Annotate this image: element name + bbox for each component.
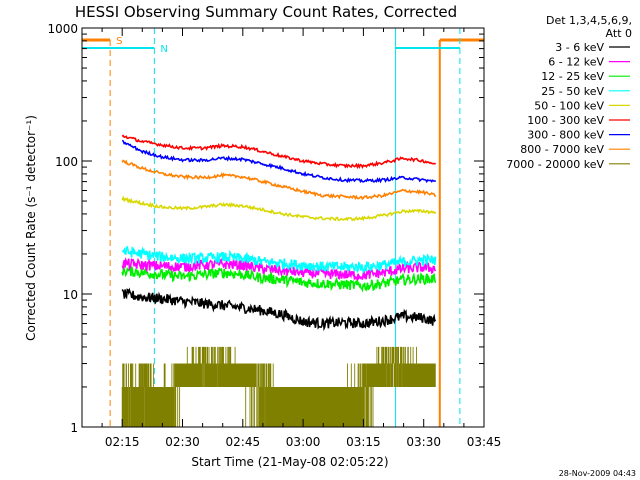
series-800-7000-kev: [121, 159, 437, 201]
x-tick-label: 02:15: [105, 435, 140, 449]
legend-label: 100 - 300 keV: [527, 114, 604, 127]
legend: Det 1,3,4,5,6,9, Att 0 3 - 6 keV 6 - 12 k…: [506, 14, 632, 171]
flag-n-label: N: [160, 44, 167, 55]
legend-entry: 12 - 25 keV: [541, 70, 630, 83]
chart-title: HESSI Observing Summary Count Rates, Cor…: [75, 3, 457, 21]
plot-area: SN: [82, 28, 484, 427]
x-tick-label: 03:00: [286, 435, 321, 449]
legend-entry: 50 - 100 keV: [534, 99, 630, 112]
legend-label: 12 - 25 keV: [541, 70, 604, 83]
x-tick-label: 03:15: [346, 435, 381, 449]
x-tick-label: 02:30: [165, 435, 200, 449]
series-3-6-kev: [121, 287, 437, 332]
legend-entry: 7000 - 20000 keV: [506, 158, 630, 171]
y-tick-label: 10: [63, 288, 78, 302]
legend-header-line-1: Det 1,3,4,5,6,9,: [546, 14, 632, 27]
legend-entry: 800 - 7000 keV: [520, 143, 630, 156]
series-25-50-kev: [121, 245, 437, 275]
legend-label: 7000 - 20000 keV: [506, 158, 604, 171]
series-12-25-kev: [121, 265, 437, 293]
legend-entry: 25 - 50 keV: [541, 85, 630, 98]
y-axis: 1 10 100 1000: [47, 22, 484, 435]
y-tick-label: 1: [70, 421, 78, 435]
legend-entry: 3 - 6 keV: [555, 41, 630, 54]
series-50-100-kev: [121, 195, 437, 222]
legend-entry: 6 - 12 keV: [548, 56, 630, 69]
series-100-300-kev: [121, 134, 436, 170]
legend-entry: 300 - 800 keV: [527, 129, 630, 142]
legend-label: 25 - 50 keV: [541, 85, 604, 98]
legend-label: 3 - 6 keV: [555, 41, 604, 54]
flag-s: S: [82, 36, 484, 427]
y-tick-label: 100: [55, 155, 78, 169]
flag-s-label: S: [116, 36, 122, 47]
legend-label: 800 - 7000 keV: [520, 143, 604, 156]
y-tick-label: 1000: [47, 22, 78, 36]
legend-label: 6 - 12 keV: [548, 56, 604, 69]
x-axis-label: Start Time (21-May-08 02:05:22): [191, 455, 388, 469]
legend-entry: 100 - 300 keV: [527, 114, 630, 127]
legend-label: 300 - 800 keV: [527, 129, 604, 142]
series-300-800-kev: [121, 139, 437, 184]
footer-timestamp: 28-Nov-2009 04:43: [559, 469, 636, 478]
x-tick-label: 02:45: [226, 435, 261, 449]
series-7000-20000-kev: [121, 346, 436, 427]
x-tick-label: 03:30: [406, 435, 441, 449]
x-axis: 02:15 02:30 02:45 03:00 03:15 03:30 03:45: [81, 28, 502, 449]
series-6-12-kev: [121, 256, 437, 281]
legend-label: 50 - 100 keV: [534, 99, 604, 112]
y-axis-label: Corrected Count Rate (s⁻¹ detector⁻¹): [24, 115, 38, 341]
legend-header-line-2: Att 0: [606, 27, 632, 40]
x-tick-label: 03:45: [467, 435, 502, 449]
